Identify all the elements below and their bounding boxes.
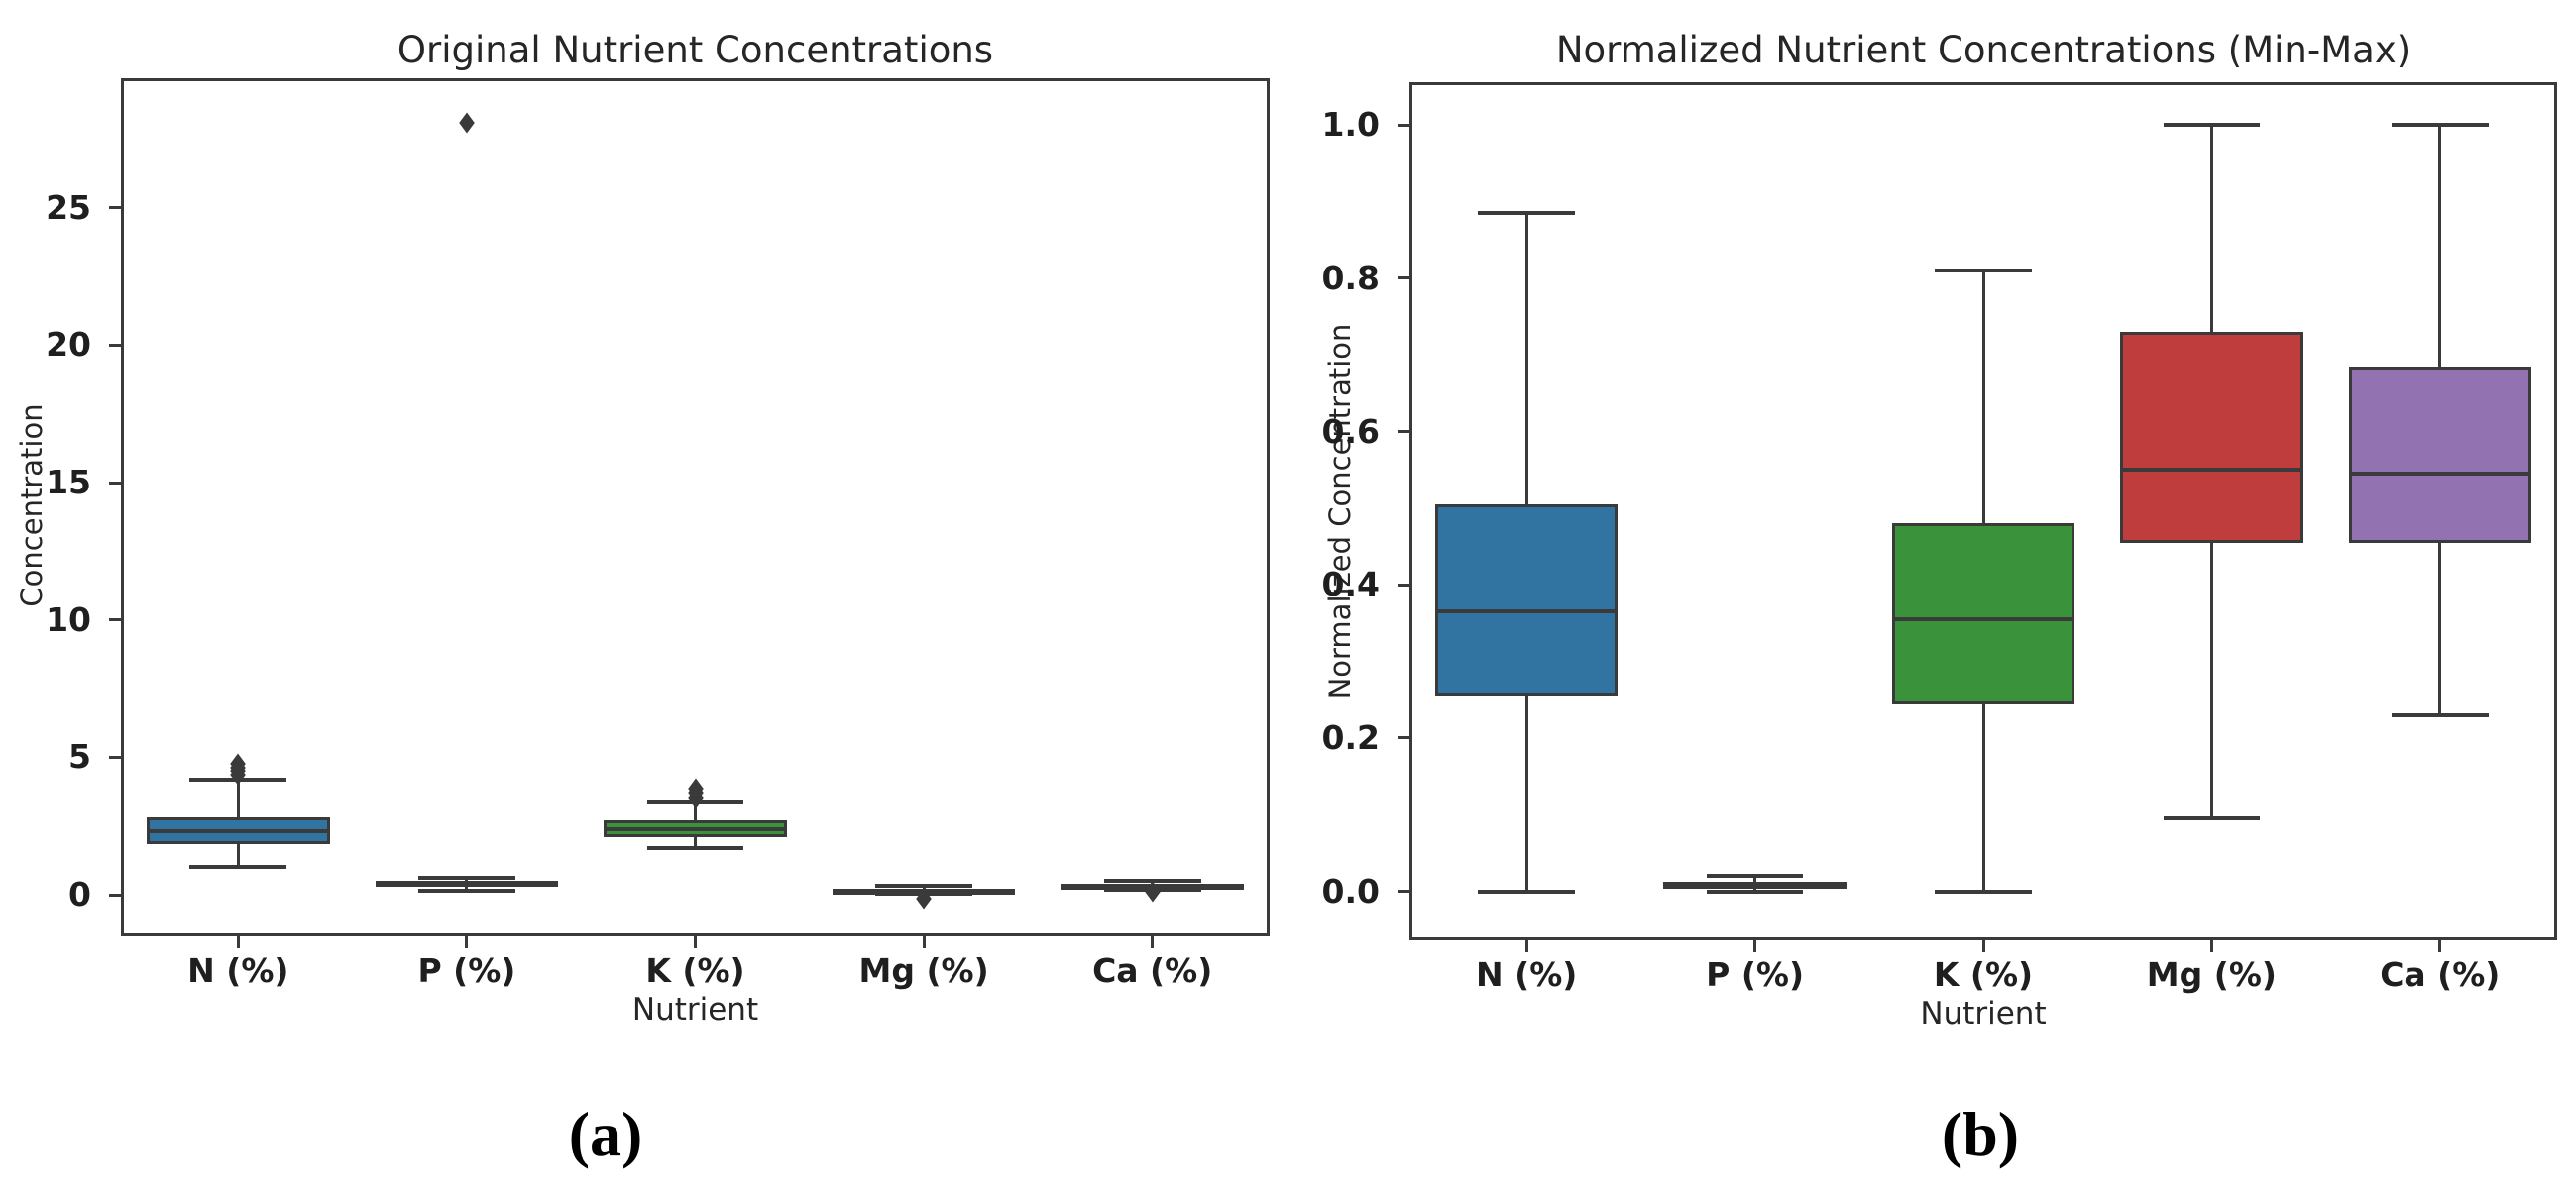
whisker-cap-high	[418, 875, 515, 880]
whisker-cap-high	[1935, 269, 2032, 273]
x-tick	[1524, 940, 1528, 952]
x-tick	[1981, 940, 1985, 952]
box-Mg (%)	[2120, 332, 2303, 543]
median-line	[1891, 617, 2075, 622]
y-tick	[109, 755, 121, 759]
whisker-cap-low	[1706, 889, 1804, 894]
y-tick	[109, 206, 121, 210]
x-tick-label: Ca (%)	[1092, 951, 1213, 990]
whisker-cap-low	[2391, 712, 2489, 717]
box-N (%)	[1435, 504, 1619, 697]
y-tick	[109, 343, 121, 347]
x-tick	[1753, 940, 1757, 952]
x-tick-label: P (%)	[1706, 955, 1805, 994]
y-tick	[1398, 890, 1409, 894]
y-tick-label: 0.2	[1321, 717, 1380, 757]
whisker-cap-low	[189, 865, 287, 870]
median-line	[147, 829, 330, 834]
y-tick-label: 0.6	[1321, 411, 1380, 451]
y-axis-label-a: Concentration	[15, 403, 49, 607]
y-tick	[1398, 123, 1409, 127]
whisker-cap-high	[1103, 878, 1201, 883]
x-tick-label: Ca (%)	[2380, 955, 2501, 994]
x-tick	[1151, 936, 1155, 948]
median-line	[2348, 472, 2531, 477]
y-tick	[109, 481, 121, 485]
y-tick	[1398, 736, 1409, 740]
whisker-cap-high	[875, 884, 972, 889]
median-line	[2120, 468, 2303, 473]
y-tick-label: 0.4	[1321, 565, 1380, 604]
y-tick-label: 20	[46, 325, 91, 365]
x-tick-label: Mg (%)	[858, 951, 989, 990]
whisker-cap-low	[2163, 816, 2261, 821]
x-tick	[2209, 940, 2213, 952]
x-axis-label-a: Nutrient	[631, 992, 759, 1028]
median-line	[1435, 609, 1619, 614]
y-tick-label: 0	[68, 875, 91, 915]
x-tick-label: K (%)	[645, 951, 745, 990]
whisker-cap-high	[1478, 211, 1576, 216]
y-tick-label: 15	[46, 463, 91, 502]
x-tick-label: K (%)	[1933, 955, 2034, 994]
x-tick	[694, 936, 697, 948]
x-tick-label: P (%)	[417, 951, 516, 990]
y-tick-label: 0.8	[1321, 258, 1380, 297]
y-tick-label: 25	[46, 187, 91, 227]
box-K (%)	[1891, 523, 2075, 704]
whisker-cap-low	[1935, 889, 2032, 894]
plot-content-b	[1412, 85, 2554, 937]
x-tick	[922, 936, 926, 948]
whisker-cap-high	[2163, 123, 2261, 128]
outlier-point	[459, 112, 475, 134]
y-tick-label: 0.0	[1321, 871, 1380, 911]
x-tick-label: N (%)	[187, 951, 289, 990]
whisker-cap-low	[418, 889, 515, 893]
median-line	[604, 826, 787, 831]
x-axis-label-b: Nutrient	[1920, 996, 2047, 1031]
whisker-cap-high	[2391, 123, 2489, 128]
y-tick-label: 1.0	[1321, 105, 1380, 145]
box-Ca (%)	[2348, 366, 2531, 543]
median-line	[1663, 884, 1847, 889]
plot-title-b: Normalized Nutrient Concentrations (Min-…	[1555, 29, 2411, 71]
subfigure-label-b: (b)	[1941, 1099, 2020, 1169]
y-tick	[1398, 276, 1409, 280]
median-line	[375, 882, 559, 887]
x-tick-label: N (%)	[1476, 955, 1578, 994]
x-tick	[2438, 940, 2442, 952]
y-tick	[1398, 583, 1409, 587]
x-tick	[236, 936, 240, 948]
x-tick-label: Mg (%)	[2146, 955, 2277, 994]
plot-title-a: Original Nutrient Concentrations	[396, 29, 994, 71]
whisker-cap-low	[646, 846, 744, 850]
y-axis-label-b: Normalized Concentration	[1323, 323, 1357, 700]
plot-content-a	[124, 81, 1267, 933]
subfigure-label-a: (a)	[568, 1099, 643, 1169]
y-tick	[109, 618, 121, 622]
whisker-cap-low	[1478, 889, 1576, 894]
whisker-cap-high	[1706, 874, 1804, 879]
x-tick	[465, 936, 469, 948]
y-tick-label: 5	[68, 737, 91, 777]
y-tick-label: 10	[46, 599, 91, 639]
y-tick	[109, 893, 121, 897]
y-tick	[1398, 430, 1409, 434]
